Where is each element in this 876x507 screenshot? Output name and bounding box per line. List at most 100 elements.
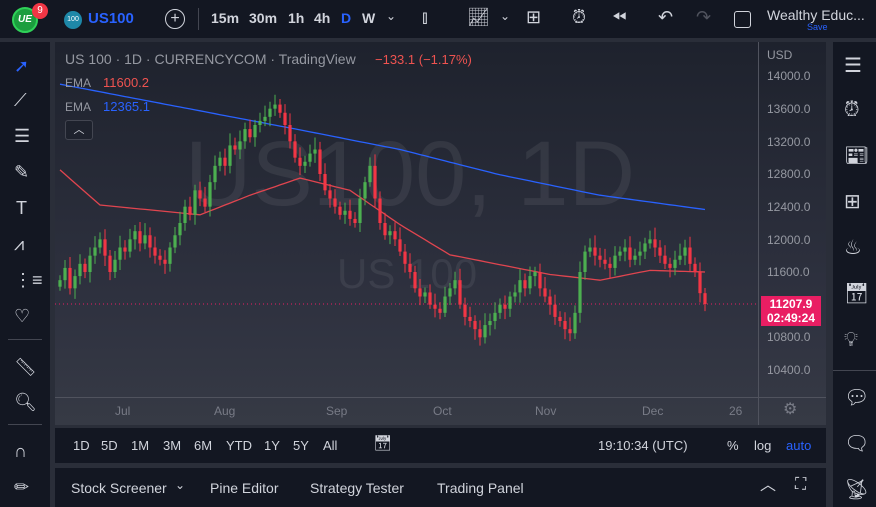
range-3m[interactable]: 3M	[163, 438, 182, 453]
lock-drawings-icon[interactable]: ✏︎	[14, 477, 30, 497]
candle-body	[153, 247, 157, 256]
chevron-down-icon[interactable]: ⌄	[175, 478, 186, 492]
go-to-date-icon[interactable]: 📅︎	[373, 435, 393, 452]
candle-body	[543, 288, 547, 297]
prediction-icon[interactable]: ⋮≡	[14, 270, 43, 290]
range-ytd[interactable]: YTD	[226, 438, 252, 453]
interval-d[interactable]: D	[341, 10, 352, 26]
range-1m[interactable]: 1M	[131, 438, 150, 453]
candle-body	[408, 263, 412, 273]
candle-body	[223, 157, 227, 166]
collapse-legend-button[interactable]: ︿	[65, 120, 93, 140]
messages-icon[interactable]: 🗨︎	[844, 433, 870, 455]
interval-1h[interactable]: 1h	[288, 10, 305, 26]
zoom-in-icon[interactable]: 🔍︎	[14, 392, 37, 412]
favorites-heart-icon[interactable]: ♡	[14, 306, 31, 326]
price-axis-divider	[758, 42, 759, 425]
symbol-search[interactable]: US100	[88, 10, 134, 27]
ema1-label[interactable]: EMA	[65, 76, 92, 90]
add-list-icon[interactable]: ⊞	[844, 191, 861, 213]
drawing-toolbar: ➚ ⟋ ☰ ✎ T ⩘ ⋮≡ ♡ 📏︎ 🔍︎ ∩ ✏︎	[0, 42, 50, 507]
candle-body	[403, 251, 407, 264]
interval-15m[interactable]: 15m	[211, 10, 240, 26]
watermark: US100, 1D	[185, 123, 636, 225]
interval-30m[interactable]: 30m	[249, 10, 278, 26]
news-icon[interactable]: 📰︎	[844, 145, 870, 167]
calendar-icon[interactable]: 📅︎	[844, 283, 870, 305]
candle-body	[638, 251, 642, 256]
interval-w[interactable]: W	[362, 10, 376, 26]
range-6m[interactable]: 6M	[194, 438, 213, 453]
trend-line-icon[interactable]: ⟋	[14, 90, 27, 110]
notifications-icon[interactable]: 📡︎	[844, 479, 870, 501]
compare-add-icon[interactable]: +	[165, 9, 185, 29]
percent-scale-toggle[interactable]: %	[727, 438, 739, 453]
watchlist-icon[interactable]: ☰	[844, 55, 862, 77]
candle-body	[203, 198, 207, 207]
indicators-icon[interactable]: 📈︎	[467, 7, 490, 27]
ruler-icon[interactable]: 📏︎	[14, 357, 37, 377]
candle-body	[528, 276, 532, 289]
maximize-panel-icon[interactable]: ⛶	[795, 476, 807, 493]
candle-body	[268, 108, 272, 117]
clock[interactable]: 19:10:34 (UTC)	[598, 438, 688, 453]
currency-label[interactable]: USD	[767, 48, 793, 62]
range-5d[interactable]: 5D	[101, 438, 118, 453]
text-icon[interactable]: T	[16, 198, 27, 218]
candle-body	[533, 272, 537, 277]
candle-body	[618, 251, 622, 256]
redo-icon[interactable]: ↷	[696, 7, 712, 27]
candle-body	[198, 190, 202, 199]
patterns-icon[interactable]: ⩘	[14, 234, 25, 254]
ema2-label[interactable]: EMA	[65, 100, 92, 114]
candle-body	[453, 280, 457, 289]
cursor-icon[interactable]: ➚	[14, 56, 30, 76]
range-all[interactable]: All	[323, 438, 338, 453]
undo-icon[interactable]: ↶	[658, 7, 674, 27]
layout-name[interactable]: Wealthy Educ...	[767, 7, 865, 23]
fullscreen-checkbox-icon[interactable]	[734, 11, 751, 28]
tab-strategy-tester[interactable]: Strategy Tester	[310, 480, 404, 496]
candle-body	[113, 259, 117, 273]
chats-icon[interactable]: 💬︎	[844, 387, 870, 409]
chart-pane[interactable]: US100, 1D US 100 US 100 · 1D · CURRENCYC…	[55, 42, 826, 425]
candles-chart-type-icon[interactable]: ⫾	[422, 7, 428, 27]
candle-body	[508, 296, 512, 309]
collapse-panel-icon[interactable]: ︿	[760, 477, 777, 494]
range-5y[interactable]: 5Y	[293, 438, 309, 453]
range-1y[interactable]: 1Y	[264, 438, 280, 453]
candle-body	[128, 239, 132, 252]
tab-pine-editor[interactable]: Pine Editor	[210, 480, 279, 496]
chevron-down-icon[interactable]: ⌄	[386, 9, 397, 23]
divider	[8, 339, 42, 340]
candle-body	[633, 255, 637, 260]
candle-body	[313, 149, 317, 154]
hotlists-fire-icon[interactable]: ♨	[844, 237, 862, 259]
tab-trading-panel[interactable]: Trading Panel	[437, 480, 524, 496]
log-scale-toggle[interactable]: log	[754, 438, 772, 453]
candle-body	[283, 112, 287, 126]
alert-icon[interactable]: ⏰︎	[572, 7, 587, 27]
chart-controls-bar: 1D 5D 1M 3M 6M YTD 1Y 5Y All 📅︎ 19:10:34…	[55, 428, 826, 463]
alerts-clock-icon[interactable]: ⏰︎	[844, 99, 860, 121]
auto-scale-toggle[interactable]: auto	[786, 438, 812, 453]
candle-body	[643, 243, 647, 252]
candle-body	[338, 206, 342, 215]
price-tick: 13600.0	[767, 102, 811, 116]
interval-4h[interactable]: 4h	[314, 10, 331, 26]
candle-body	[653, 239, 657, 248]
candle-body	[573, 312, 577, 334]
chevron-down-icon[interactable]: ⌄	[500, 9, 511, 23]
brush-icon[interactable]: ✎	[14, 162, 30, 182]
ideas-lightbulb-icon[interactable]: 💡︎	[844, 329, 858, 351]
save-button[interactable]: Save	[807, 22, 828, 32]
magnet-icon[interactable]: ∩	[14, 441, 27, 461]
range-1d[interactable]: 1D	[73, 438, 90, 453]
replay-icon[interactable]: ⏪︎	[612, 7, 627, 27]
layouts-icon[interactable]: ⊞	[526, 7, 542, 27]
fib-retracement-icon[interactable]: ☰	[14, 126, 31, 146]
candle-body	[468, 316, 472, 322]
chart-settings-gear-icon[interactable]: ⚙︎	[783, 401, 798, 418]
tab-stock-screener[interactable]: Stock Screener	[71, 480, 167, 496]
time-tick: Dec	[642, 404, 664, 418]
